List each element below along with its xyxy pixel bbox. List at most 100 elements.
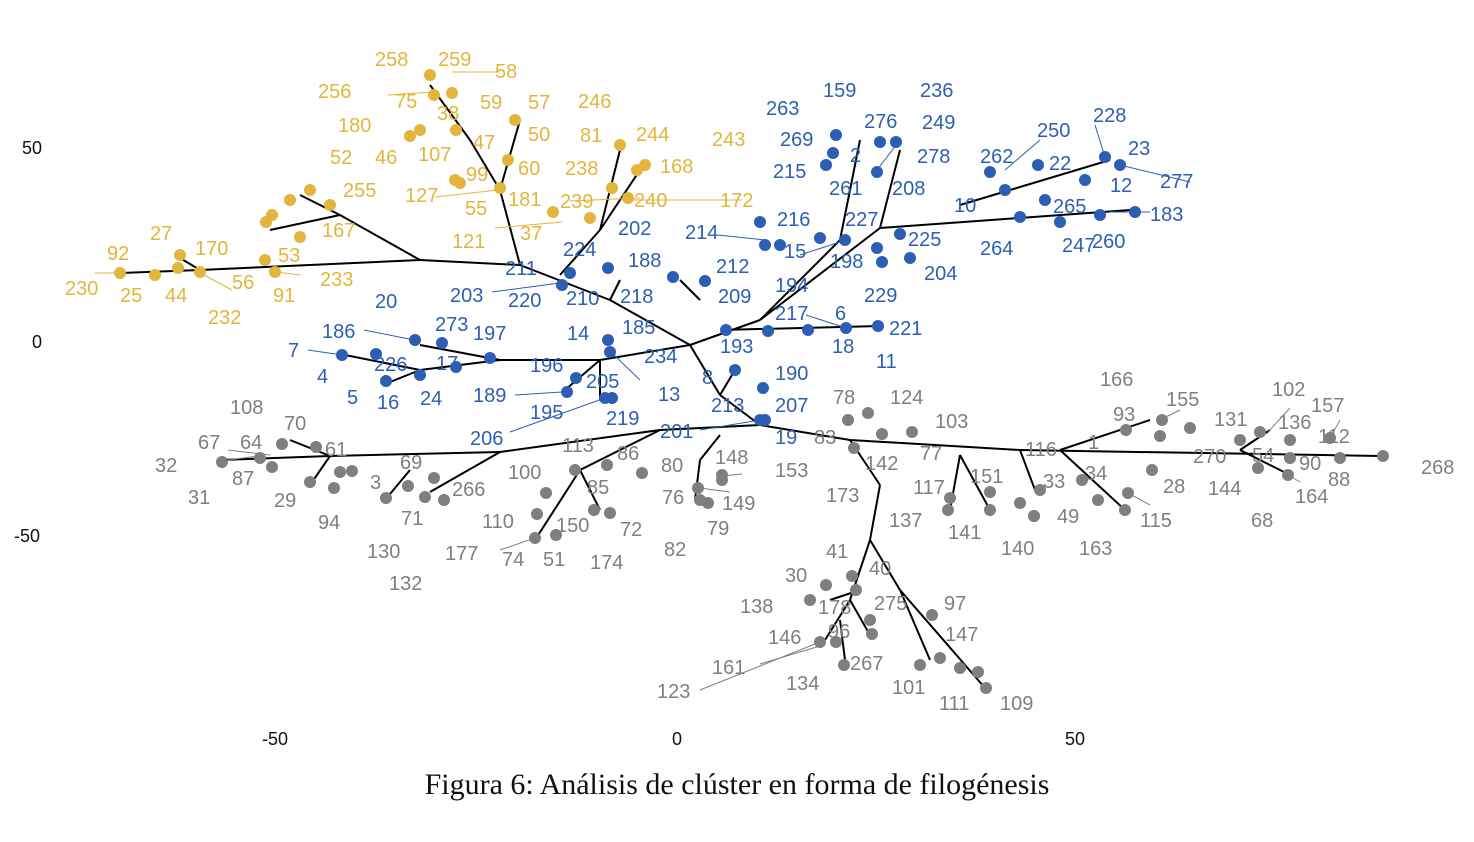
label-leader-line [1004,139,1041,171]
leaf-label: 181 [508,189,541,211]
leaf-label: 260 [1092,231,1125,253]
leaf-label: 278 [917,146,950,168]
tree-branch [839,139,861,241]
tree-branch [579,469,601,511]
leaf-node [604,507,616,519]
leaf-label: 19 [775,427,797,449]
leaf-node [547,206,559,218]
leaf-node [830,636,842,648]
leaf-node [570,372,582,384]
leaf-label: 91 [273,285,295,307]
leaf-label: 216 [777,209,810,231]
leaf-node [428,472,440,484]
leaf-node [1154,430,1166,442]
leaf-node [984,486,996,498]
y-tick-label: -50 [14,526,40,546]
leaf-label: 110 [482,511,514,533]
leaf-node [864,614,876,626]
leaf-label: 12 [1110,175,1132,197]
tree-branch [959,159,1111,206]
leaf-label: 92 [107,243,129,265]
leaf-label: 195 [530,402,563,424]
leaf-node [759,414,771,426]
leaf-label: 246 [578,91,611,113]
leaf-node [848,442,860,454]
leaf-node [827,147,839,159]
label-leader-line [876,139,901,171]
leaf-label: 219 [606,408,639,430]
leaf-label: 75 [395,91,417,113]
leaf-label: 46 [375,147,397,169]
leaf-node [334,466,346,478]
leaf-label: 196 [530,355,563,377]
label-leader-line [434,189,499,198]
leaf-label: 214 [685,222,718,244]
leaf-label: 80 [661,455,683,477]
leaf-label: 15 [784,241,806,263]
leaf-node [509,114,521,126]
leaf-label: 244 [636,124,669,146]
leaf-label: 50 [528,124,550,146]
leaf-label: 40 [869,558,891,580]
leaf-node [692,482,704,494]
leaf-node [871,166,883,178]
leaf-label: 17 [436,353,458,375]
leaf-node [424,69,436,81]
leaf-label: 94 [318,512,340,534]
leaf-label: 186 [322,321,355,343]
leaf-node [1092,494,1104,506]
leaf-node [284,194,296,206]
leaf-label: 275 [874,593,907,615]
leaf-label: 117 [913,477,945,499]
tree-branch [344,354,421,371]
leaf-label: 193 [720,336,753,358]
leaf-node [1094,209,1106,221]
tree-branch [609,299,691,346]
tree-branch [699,434,721,461]
leaf-label: 258 [375,49,408,71]
leaf-node [380,492,392,504]
leaf-label: 168 [660,156,693,178]
leaf-label: 61 [325,439,347,461]
leaf-label: 113 [562,435,594,457]
leaf-node [450,124,462,136]
leaf-node [310,441,322,453]
leaf-node [1334,452,1346,464]
label-leader-line [699,419,761,431]
tree-branch [619,429,661,451]
tree-branch [689,344,721,396]
leaf-node [531,508,543,520]
leaf-label: 180 [338,115,371,137]
leaf-node [614,139,626,151]
tree-branch [1059,449,1126,511]
leaf-node [1156,414,1168,426]
tree-branch [879,149,901,229]
leaf-label: 155 [1166,389,1199,411]
leaf-label: 41 [826,541,848,563]
label-leader-line [363,329,415,341]
leaf-label: 13 [658,384,680,406]
leaf-label: 205 [586,371,619,393]
leaf-node [716,474,728,486]
label-leader-line [494,221,563,229]
leaf-label: 212 [716,256,749,278]
leaf-label: 233 [320,269,353,291]
leaf-node [944,492,956,504]
leaf-label: 49 [1057,506,1079,528]
leaf-label: 22 [1049,153,1071,175]
leaf-label: 77 [920,443,942,465]
leaf-label: 109 [1000,693,1033,715]
leaf-node [1119,504,1131,516]
leaf-node [1252,462,1264,474]
label-leader-line [1329,419,1341,439]
leaf-label: 53 [278,245,300,267]
leaf-node [904,252,916,264]
tree-branch [719,325,881,331]
leaf-label: 115 [1140,510,1172,532]
leaf-node [830,129,842,141]
leaf-label: 178 [818,597,851,619]
leaf-node [114,267,126,279]
leaf-label: 85 [587,477,609,499]
leaf-node [639,159,651,171]
leaf-label: 29 [274,490,296,512]
